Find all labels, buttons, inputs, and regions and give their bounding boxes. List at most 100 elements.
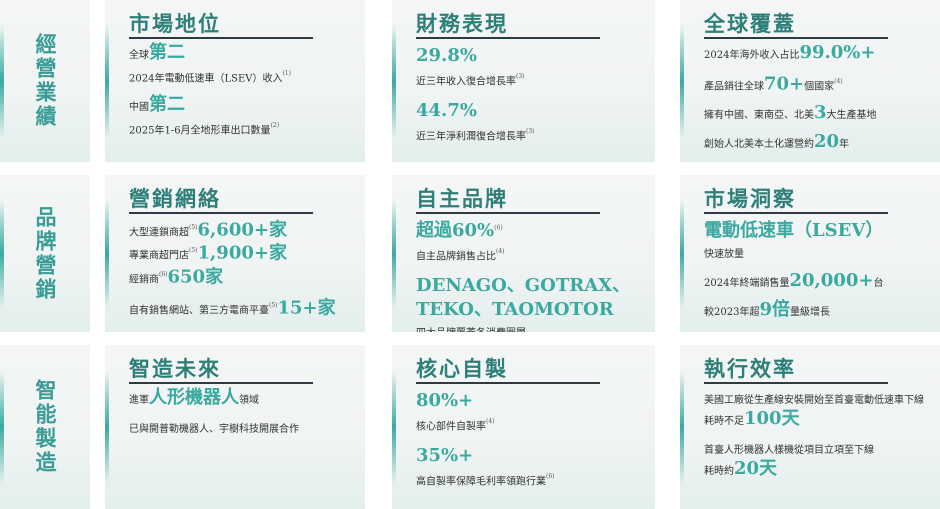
text: 2024年終端銷售量 <box>704 278 790 289</box>
card-body: 80%+ 核心部件自製率(4) 35%+ 高自製率保障毛利率領跑行業(6) <box>416 389 651 492</box>
footnote-mark: (4) <box>496 248 505 255</box>
text: 自有銷售網站、第三方電商平臺 <box>129 305 269 317</box>
text: 四大品牌覆蓋各消費圈層 <box>416 328 526 332</box>
text: 全球 <box>129 50 149 61</box>
title-rule <box>129 212 313 214</box>
highlight: 超過60% <box>416 220 495 241</box>
text: 進軍 <box>129 395 149 406</box>
text: 耗時約 <box>704 466 734 477</box>
text: 年 <box>839 139 850 151</box>
text-line: 耗時約20天 <box>704 460 936 481</box>
text-line: 中國第二 <box>129 96 361 117</box>
card-body: 大型連鎖商超(5)6,600+家 專業商超門店(5)1,900+家 經銷商(6)65… <box>129 219 361 320</box>
row-label-panel: 智能製造 <box>0 345 90 509</box>
text-line: 29.8% <box>416 44 651 68</box>
text-line: 專業商超門店(5)1,900+家 <box>129 242 361 265</box>
card: 全球覆蓋 2024年海外收入占比99.0%+ 產品銷往全球70+個國家(4) 擁有中國… <box>680 0 940 162</box>
footnote-mark: (6) <box>546 473 555 481</box>
text-line: 高自製率保障毛利率領跑行業(6) <box>416 468 651 491</box>
text: 大型連鎖商超 <box>129 227 189 239</box>
title-rule <box>129 382 313 384</box>
text: 經銷商 <box>129 273 159 285</box>
text: 較2023年超 <box>704 307 760 318</box>
card-title: 核心自製 <box>416 356 508 381</box>
text: 已與開普勒機器人、宇樹科技開展合作 <box>129 424 299 435</box>
highlight: 20天 <box>734 458 778 479</box>
text-line: 近三年淨利潤復合增長率(3) <box>416 123 651 146</box>
text-line: 44.7% <box>416 99 651 123</box>
title-rule <box>704 37 888 39</box>
text: 中國 <box>129 102 149 114</box>
row-label: 品牌營銷 <box>33 205 58 302</box>
text-line: 四大品牌覆蓋各消費圈層 <box>416 322 651 332</box>
footnote-mark: (5) <box>189 224 198 231</box>
highlight: TEKO、TAOMOTOR <box>416 299 614 321</box>
footnote-mark: (1) <box>282 70 291 77</box>
text: 個國家 <box>804 81 835 93</box>
text: 專業商超門店 <box>129 250 189 262</box>
text: 量級增長 <box>789 307 830 318</box>
card: 營銷網絡 大型連鎖商超(5)6,600+家 專業商超門店(5)1,900+家 經銷商(… <box>105 175 365 332</box>
text-line: 近三年收入復合增長率(3) <box>416 68 651 91</box>
card: 自主品牌 超過60%(6) 自主品牌銷售占比(4) DENAGO、GOTRAX、 TEK… <box>392 175 655 332</box>
footnote-mark: (2) <box>270 122 280 130</box>
footnote-mark: (6) <box>159 270 168 278</box>
card-body: 進軍人形機器人領域 已與開普勒機器人、宇樹科技開展合作 <box>129 389 361 439</box>
highlight: 15+家 <box>277 297 336 319</box>
text: 大生產基地 <box>826 110 877 122</box>
text-line: 大型連鎖商超(5)6,600+家 <box>129 219 361 242</box>
card-title: 營銷網絡 <box>129 186 221 211</box>
text-line: 2025年1-6月全地形車出口數量(2) <box>129 117 361 140</box>
footnote-mark: (6) <box>494 224 503 232</box>
card-body: 全球第二 2024年電動低速車（LSEV）收入(1) 中國第二 2025年1-6月全地… <box>129 44 361 141</box>
row-label: 經營業績 <box>33 33 58 129</box>
card-body: 超過60%(6) 自主品牌銷售占比(4) DENAGO、GOTRAX、 TEKO、TA… <box>416 219 651 332</box>
text: 近三年收入復合增長率 <box>416 76 516 88</box>
text-line: 核心部件自製率(4) <box>416 413 651 436</box>
text-line: 較2023年超9倍量級增長 <box>704 301 936 322</box>
text-line: 電動低速車（LSEV） <box>704 219 936 243</box>
highlight: 第二 <box>149 94 185 116</box>
card-title: 市場地位 <box>129 11 221 36</box>
footnote-mark: (5) <box>269 301 278 309</box>
text-line: 創始人北美本土化運營約20年 <box>704 133 936 154</box>
card: 核心自製 80%+ 核心部件自製率(4) 35%+ 高自製率保障毛利率領跑行業(6) <box>392 345 655 509</box>
title-rule <box>704 382 888 384</box>
highlight: 電動低速車（LSEV） <box>704 220 884 241</box>
text-line: 全球第二 <box>129 44 361 65</box>
card: 財務表現 29.8% 近三年收入復合增長率(3) 44.7% 近三年淨利潤復合增長率(3… <box>392 0 655 162</box>
text: 快速放量 <box>704 249 744 260</box>
highlight: 1,900+家 <box>197 242 287 264</box>
text-line: 擁有中國、東南亞、北美3大生產基地 <box>704 104 936 125</box>
highlight: 100天 <box>744 408 800 429</box>
text-line: 美國工廠從生產線安裝開始至首臺電動低速車下線 <box>704 389 936 410</box>
text: 創始人北美本土化運營約 <box>704 139 814 151</box>
footnote-mark: (3) <box>526 128 535 136</box>
text-line: 產品銷往全球70+個國家(4) <box>704 73 936 96</box>
highlight: 人形機器人 <box>149 387 239 408</box>
highlight: 第二 <box>149 42 185 63</box>
text-line: 35%+ <box>416 444 651 468</box>
text: 美國工廠從生產線安裝開始至首臺電動低速車下線 <box>704 395 924 406</box>
text: 台 <box>873 278 884 289</box>
highlight: 20 <box>814 131 840 153</box>
highlight: 6,600+家 <box>197 219 287 241</box>
card: 市場地位 全球第二 2024年電動低速車（LSEV）收入(1) 中國第二 2025年1-… <box>105 0 365 162</box>
highlight: DENAGO、GOTRAX、 <box>416 275 631 297</box>
text-line: 自主品牌銷售占比(4) <box>416 243 651 266</box>
text-line: 2024年海外收入占比99.0%+ <box>704 44 936 65</box>
title-rule <box>416 212 600 214</box>
footnote-mark: (5) <box>189 247 198 255</box>
highlight: 35%+ <box>416 445 474 467</box>
text-line: 2024年終端銷售量20,000+台 <box>704 272 936 293</box>
text: 高自製率保障毛利率領跑行業 <box>416 476 546 488</box>
highlight: 650家 <box>167 265 224 287</box>
card-body: 電動低速車（LSEV） 快速放量 2024年終端銷售量20,000+台 較2023年超… <box>704 219 936 322</box>
text: 產品銷往全球 <box>704 81 764 93</box>
text-line: TEKO、TAOMOTOR <box>416 298 651 322</box>
text-line: 2024年電動低速車（LSEV）收入(1) <box>129 65 361 88</box>
card: 執行效率 美國工廠從生產線安裝開始至首臺電動低速車下線 耗時不足100天 首臺人形機器… <box>680 345 940 509</box>
card-title: 市場洞察 <box>704 186 796 211</box>
text: 耗時不足 <box>704 416 744 427</box>
